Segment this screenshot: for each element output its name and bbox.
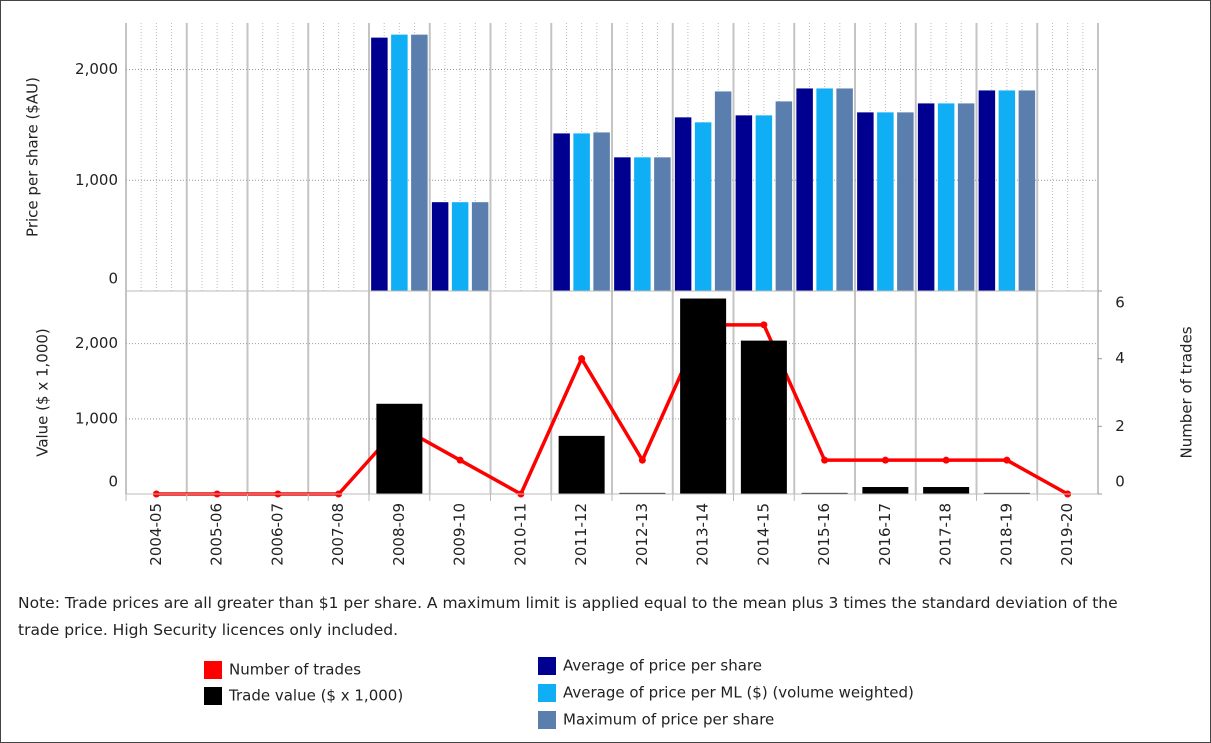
x-tick-label: 2019-20 [1058,503,1076,566]
note: Note: Trade prices are all greater than … [18,594,1118,639]
bar [983,492,1030,494]
bar [619,492,666,494]
bar [573,133,590,291]
line-marker [881,456,889,464]
x-tick-label: 2005-06 [208,503,226,566]
line-marker [456,456,464,464]
bar [654,157,671,291]
bar [694,122,712,291]
x-tick-label: 2009-10 [451,503,469,566]
bar [680,298,727,494]
legend-label: Number of trades [229,661,361,679]
y-tick-label: 0 [108,270,118,288]
bar [714,91,732,291]
x-tick-label: 2015-16 [815,503,833,566]
legend-label: Maximum of price per share [563,711,774,729]
legend-label: Trade value ($ x 1,000) [228,687,403,705]
bar [957,103,975,292]
y-axis-title: Price per share ($AU) [24,77,42,237]
line-marker [821,456,829,464]
line-marker [760,321,768,329]
y2-tick-label: 6 [1115,294,1125,312]
bar [857,112,874,292]
bar [558,435,605,494]
line-marker [638,456,646,464]
y-tick-label: 1,000 [75,409,118,427]
x-tick-label: 2017-18 [937,503,955,566]
x-tick-label: 2013-14 [694,503,712,566]
bar [937,103,955,292]
legend-swatch [538,684,556,702]
bar [735,115,753,292]
bar [674,117,692,291]
x-tick-label: 2012-13 [633,503,651,566]
x-tick-label: 2010-11 [511,503,529,566]
bar [862,487,909,494]
x-tick-label: 2018-19 [997,503,1015,566]
bar [376,403,423,494]
bar [755,115,773,292]
bar [634,157,651,291]
bar [877,112,894,292]
line-marker [1003,456,1011,464]
x-tick-label: 2004-05 [147,503,165,566]
bar [801,492,848,494]
bar [371,37,388,292]
bar [451,202,469,291]
bar [816,88,833,291]
bar [431,202,449,291]
legend-swatch [538,711,556,729]
x-tick-label: 2016-17 [876,503,894,566]
x-tick-label: 2007-08 [329,503,347,566]
legend-swatch [204,687,222,705]
bar [391,34,408,291]
y-tick-label: 1,000 [75,171,118,189]
legend-label: Average of price per share [563,657,762,675]
x-tick-label: 2014-15 [754,503,772,566]
bar [553,133,570,291]
y-axis-title: Value ($ x 1,000) [34,328,52,457]
line-marker [578,355,586,363]
bar [775,101,793,291]
bar [923,487,970,494]
bar [836,88,853,291]
bar [897,112,914,292]
y-tick-label: 2,000 [75,60,118,78]
y-tick-label: 0 [108,473,118,491]
bar [998,90,1016,291]
y-tick-label: 2,000 [75,334,118,352]
x-tick-label: 2008-09 [390,503,408,566]
y2-tick-label: 4 [1115,349,1125,367]
line-marker [942,456,950,464]
x-tick-label: 2006-07 [268,503,286,566]
bar [593,132,610,291]
y2-tick-label: 0 [1115,473,1125,491]
legend-swatch [538,657,556,675]
bar [917,103,935,292]
bar [740,340,787,494]
bar [796,88,813,291]
y2-tick-label: 2 [1115,417,1125,435]
y2-axis-title: Number of trades [1178,326,1196,458]
bar [978,90,996,291]
legend-label: Average of price per ML ($) (volume weig… [563,684,914,702]
bar [614,157,631,291]
legend-swatch [204,661,222,679]
bar [411,34,428,291]
bar [1018,90,1036,291]
bar [471,202,489,291]
x-tick-label: 2011-12 [572,503,590,566]
